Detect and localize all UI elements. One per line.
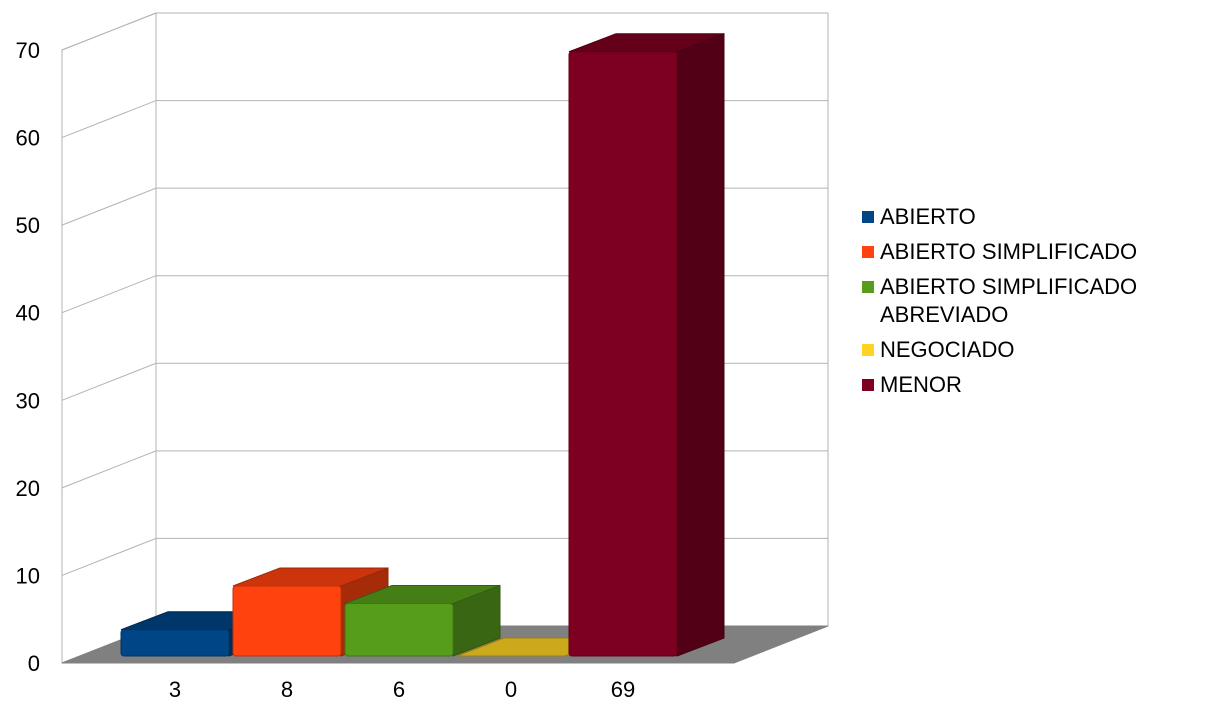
x-tick-label: 8: [281, 677, 293, 702]
legend-label: NEGOCIADO: [880, 337, 1015, 362]
legend-item: ABIERTO SIMPLIFICADO: [862, 238, 1212, 266]
y-tick-label: 0: [28, 651, 40, 676]
gridline: [61, 12, 828, 51]
legend-swatch: [862, 379, 874, 391]
bars: [120, 33, 725, 657]
legend-label: ABIERTO: [880, 204, 976, 229]
legend-item: ABIERTO SIMPLIFICADO ABREVIADO: [862, 273, 1212, 329]
legend-item: NEGOCIADO: [862, 336, 1212, 364]
legend-label: ABIERTO SIMPLIFICADO: [880, 239, 1138, 264]
legend: ABIERTO ABIERTO SIMPLIFICADO ABIERTO SIMPL…: [862, 203, 1212, 406]
legend-swatch: [862, 281, 874, 293]
bar: [344, 584, 501, 657]
side-wall: [61, 12, 157, 664]
x-tick-label: 6: [393, 677, 405, 702]
bar-side: [676, 33, 725, 657]
legend-item: MENOR: [862, 371, 1212, 399]
legend-item: ABIERTO: [862, 203, 1212, 231]
bar: [568, 33, 725, 657]
x-tick-label: 69: [611, 677, 635, 702]
x-tick-label: 0: [505, 677, 517, 702]
x-axis-ticks: 3 8 6 0 69: [169, 677, 635, 702]
legend-label: ABIERTO SIMPLIFICADO ABREVIADO: [880, 274, 1138, 327]
y-tick-label: 30: [16, 388, 40, 413]
y-axis-ticks: 0 10 20 30 40 50 60 70: [16, 38, 40, 676]
legend-swatch: [862, 246, 874, 258]
y-tick-label: 20: [16, 476, 40, 501]
bar-front: [568, 51, 678, 657]
legend-label: MENOR: [880, 372, 962, 397]
back-wall: [155, 12, 829, 627]
legend-swatch: [862, 344, 874, 356]
bar-front: [232, 585, 342, 657]
y-tick-label: 10: [16, 563, 40, 588]
legend-swatch: [862, 211, 874, 223]
bar-front: [120, 629, 230, 657]
y-tick-label: 70: [16, 38, 40, 63]
y-tick-label: 40: [16, 301, 40, 326]
bar-front: [344, 602, 454, 657]
y-tick-label: 60: [16, 126, 40, 151]
x-tick-label: 3: [169, 677, 181, 702]
y-tick-label: 50: [16, 213, 40, 238]
